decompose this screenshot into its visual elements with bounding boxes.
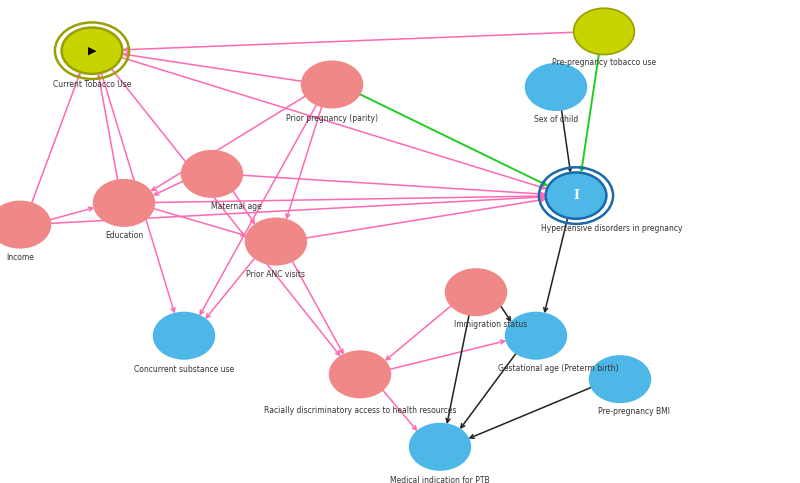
Text: Maternal age: Maternal age [210,202,262,211]
Text: Prior ANC visits: Prior ANC visits [246,270,306,280]
Ellipse shape [506,313,566,359]
Text: Sex of child: Sex of child [534,115,578,124]
Ellipse shape [410,424,470,470]
Text: Current Tobacco Use: Current Tobacco Use [53,80,131,89]
Ellipse shape [62,28,122,74]
Text: Gestational age (Preterm birth): Gestational age (Preterm birth) [498,364,618,373]
Ellipse shape [574,8,634,55]
Text: Income: Income [6,253,34,262]
Ellipse shape [546,172,606,219]
Text: Pre-pregnancy BMI: Pre-pregnancy BMI [598,407,670,416]
Text: Pre-pregnancy tobacco use: Pre-pregnancy tobacco use [552,58,656,67]
Ellipse shape [590,356,650,402]
Ellipse shape [94,180,154,226]
Text: Concurrent substance use: Concurrent substance use [134,365,234,374]
Text: Prior pregnancy (parity): Prior pregnancy (parity) [286,114,378,123]
Ellipse shape [330,351,390,398]
Text: Immigration status: Immigration status [454,320,527,329]
Text: ▶: ▶ [88,46,96,56]
Ellipse shape [182,151,242,197]
Text: Hypertensive disorders in pregnancy: Hypertensive disorders in pregnancy [542,224,682,233]
Text: Racially discriminatory access to health resources: Racially discriminatory access to health… [264,406,456,415]
Ellipse shape [302,61,362,108]
Ellipse shape [154,313,214,359]
Ellipse shape [0,201,50,248]
Ellipse shape [526,64,586,110]
Text: Education: Education [105,231,143,240]
Text: Medical indication for PTB: Medical indication for PTB [390,476,490,483]
Ellipse shape [246,218,306,265]
Ellipse shape [446,269,506,315]
Text: I: I [573,189,579,202]
